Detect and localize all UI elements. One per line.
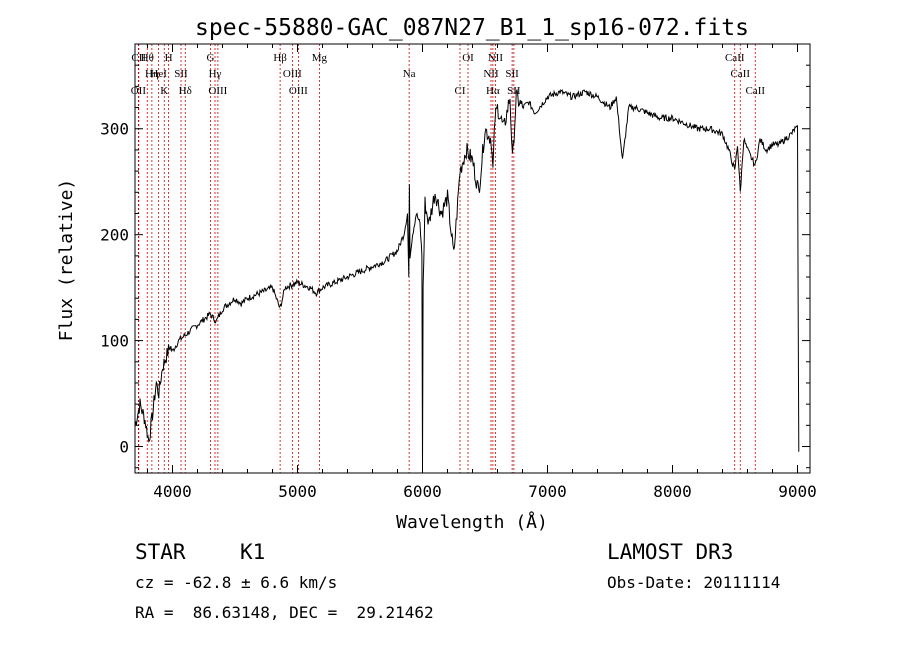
spectral-line-label: NII <box>488 52 504 64</box>
spectrum-line <box>134 88 800 466</box>
x-tick-label: 9000 <box>778 482 817 501</box>
subclass: K1 <box>240 540 266 564</box>
spectral-line-label: Na <box>403 68 416 80</box>
spectral-line-label: CaII <box>745 85 765 97</box>
y-tick-label: 200 <box>100 226 129 245</box>
spectral-line-label: HeI <box>150 68 167 80</box>
spectral-line-label: SII <box>174 68 188 80</box>
spectral-line-label: SII <box>505 68 519 80</box>
x-tick-label: 8000 <box>653 482 692 501</box>
object-type: STAR <box>135 540 186 564</box>
spectral-line-label: SII <box>507 85 521 97</box>
obs-date: Obs-Date: 20111114 <box>607 573 781 592</box>
plot-frame <box>134 43 811 474</box>
spectral-line-label: H <box>165 52 173 64</box>
spectral-line-label: K <box>160 85 168 97</box>
spectral-line-label: Hβ <box>273 52 287 64</box>
x-tick-label: 4000 <box>153 482 192 501</box>
spectral-line-label: OI <box>462 52 474 64</box>
coordinates: RA = 86.63148, DEC = 29.21462 <box>135 603 434 622</box>
spectral-line-label: CaII <box>725 52 745 64</box>
spectral-line-label: NII <box>483 68 499 80</box>
spectral-line-label: CaII <box>730 68 750 80</box>
x-tick-label: 5000 <box>278 482 317 501</box>
x-tick-label: 6000 <box>403 482 442 501</box>
spectral-line-label: CI <box>455 85 466 97</box>
y-tick-label: 0 <box>119 438 129 457</box>
spectral-line-label: CII <box>131 52 146 64</box>
cz-value: cz = -62.8 ± 6.6 km/s <box>135 573 338 592</box>
y-tick-label: 300 <box>100 120 129 139</box>
chart-title: spec-55880-GAC_087N27_B1_1_sp16-072.fits <box>195 15 749 41</box>
x-axis-label: Wavelength (Å) <box>396 511 548 533</box>
y-axis-label: Flux (relative) <box>56 179 77 342</box>
spectral-line-label: Hα <box>486 85 500 97</box>
spectral-line-label: G <box>207 52 215 64</box>
spectral-line-label: Hη <box>145 68 159 80</box>
survey-name: LAMOST DR3 <box>607 540 734 564</box>
x-tick-label: 7000 <box>528 482 567 501</box>
y-tick-label: 100 <box>100 332 129 351</box>
spectral-line-label: OIII <box>289 85 308 97</box>
spectral-line-label: Mg <box>312 52 328 64</box>
spectral-line-label: Hθ <box>141 52 154 64</box>
spectral-line-label: OIII <box>283 68 302 80</box>
spectral-line-label: Hγ <box>209 68 222 80</box>
spectral-line-label: Hδ <box>179 85 192 97</box>
spectral-line-label: OIII <box>208 85 227 97</box>
